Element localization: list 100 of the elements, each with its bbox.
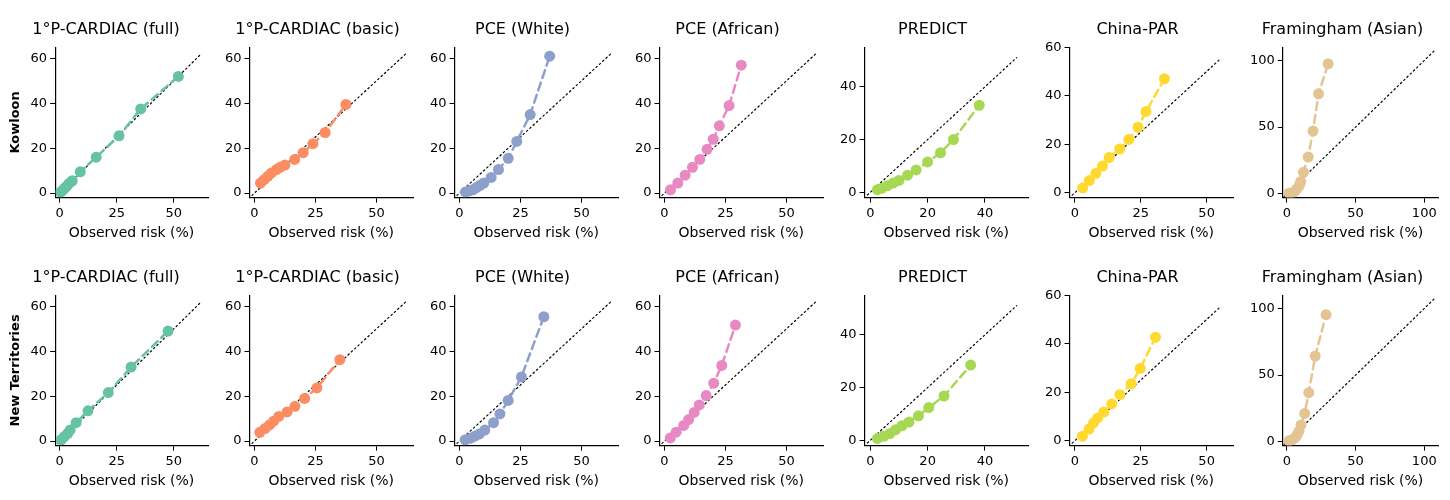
chart-title: 1°P-CARDIAC (basic): [235, 18, 400, 38]
x-tick-label: 50: [573, 452, 590, 468]
x-tick-label: 20: [919, 452, 936, 468]
y-axis-title: Kowloon: [7, 91, 23, 154]
y-tick-label: 20: [30, 387, 48, 403]
x-tick-label: 50: [165, 452, 183, 468]
x-axis-title: Observed risk (%): [1297, 224, 1424, 241]
x-tick-label: 25: [512, 204, 529, 220]
x-tick-label: 25: [512, 452, 529, 468]
y-tick-label: 60: [635, 297, 652, 313]
y-tick-label: 0: [1266, 432, 1275, 448]
y-tick-label: 50: [1258, 366, 1275, 382]
y-tick-label: 40: [30, 94, 48, 110]
y-tick-label: 20: [30, 139, 48, 155]
y-tick-label: 0: [848, 183, 857, 199]
x-tick-label: 50: [368, 452, 385, 468]
x-tick-label: 0: [660, 204, 669, 220]
y-tick-label: 60: [1045, 38, 1062, 54]
chart-title: PCE (African): [675, 266, 780, 286]
chart-title: Framingham (Asian): [1261, 266, 1424, 286]
y-tick-label: 0: [38, 184, 48, 200]
chart-title: PCE (White): [474, 18, 571, 38]
y-tick-label: 60: [1045, 286, 1062, 302]
x-tick-label: 50: [1198, 452, 1215, 468]
y-tick-label: 40: [1045, 87, 1062, 103]
x-tick-label: 0: [55, 204, 64, 220]
x-tick-label: 0: [1070, 452, 1079, 468]
y-tick-label: 20: [635, 139, 652, 155]
y-tick-label: 0: [643, 184, 652, 200]
x-axis-title: Observed risk (%): [1297, 472, 1424, 489]
x-tick-label: 25: [717, 452, 734, 468]
x-axis-title: Observed risk (%): [1088, 224, 1215, 241]
x-tick-label: 0: [250, 204, 259, 220]
x-tick-label: 100: [1411, 204, 1437, 220]
x-tick-label: 50: [165, 204, 183, 220]
x-axis-title: Observed risk (%): [883, 472, 1010, 489]
y-tick-label: 0: [643, 432, 652, 448]
x-axis-title: Observed risk (%): [678, 472, 805, 489]
x-axis-title: Observed risk (%): [883, 224, 1010, 241]
x-tick-label: 0: [1282, 452, 1292, 468]
y-tick-label: 0: [1266, 184, 1275, 200]
y-tick-label: 40: [635, 94, 652, 110]
y-tick-label: 0: [1053, 432, 1062, 448]
y-tick-label: 20: [1045, 383, 1062, 399]
chart-title: China-PAR: [1096, 266, 1179, 286]
y-tick-label: 0: [438, 432, 447, 448]
x-tick-label: 40: [976, 452, 994, 468]
x-axis-title: Observed risk (%): [473, 224, 600, 241]
x-tick-label: 50: [573, 204, 590, 220]
chart-title: PREDICT: [898, 18, 968, 38]
y-tick-label: 60: [225, 297, 242, 313]
y-axis-title: New Territories: [7, 314, 23, 427]
x-axis-title: Observed risk (%): [68, 224, 195, 241]
x-tick-label: 40: [976, 204, 994, 220]
x-tick-label: 0: [455, 204, 464, 220]
x-tick-label: 0: [455, 452, 464, 468]
y-tick-label: 60: [30, 297, 48, 313]
x-tick-label: 25: [108, 452, 126, 468]
y-tick-label: 20: [635, 387, 652, 403]
x-tick-label: 25: [1132, 204, 1149, 220]
chart-title: PCE (White): [474, 266, 571, 286]
x-tick-label: 100: [1411, 452, 1437, 468]
y-tick-label: 20: [1045, 135, 1062, 151]
chart-title: Framingham (Asian): [1261, 18, 1424, 38]
x-tick-label: 0: [1070, 204, 1079, 220]
y-tick-label: 0: [233, 184, 242, 200]
y-tick-label: 40: [225, 342, 242, 358]
x-tick-label: 25: [717, 204, 734, 220]
x-tick-label: 50: [1198, 204, 1215, 220]
y-tick-label: 60: [430, 49, 447, 65]
x-tick-label: 0: [250, 452, 259, 468]
y-tick-label: 50: [1258, 118, 1275, 134]
x-tick-label: 25: [108, 204, 126, 220]
x-tick-label: 50: [778, 204, 795, 220]
chart-title: 1°P-CARDIAC (basic): [235, 266, 400, 286]
x-axis-title: Observed risk (%): [268, 472, 395, 489]
x-tick-label: 25: [1132, 452, 1149, 468]
y-tick-label: 60: [430, 297, 447, 313]
chart-title: PREDICT: [898, 266, 968, 286]
chart-title: 1°P-CARDIAC (full): [32, 18, 180, 38]
y-tick-label: 0: [1053, 184, 1062, 200]
x-axis-title: Observed risk (%): [68, 472, 195, 489]
chart-title: 1°P-CARDIAC (full): [32, 266, 180, 286]
x-axis-title: Observed risk (%): [678, 224, 805, 241]
y-tick-label: 40: [1045, 335, 1062, 351]
y-tick-label: 20: [430, 387, 447, 403]
x-tick-label: 0: [55, 452, 64, 468]
y-tick-label: 40: [635, 342, 652, 358]
y-tick-label: 100: [1249, 51, 1275, 67]
x-tick-label: 0: [660, 452, 669, 468]
x-axis-title: Observed risk (%): [268, 224, 395, 241]
y-tick-label: 40: [840, 326, 857, 342]
x-tick-label: 25: [307, 204, 324, 220]
y-tick-label: 40: [840, 78, 857, 94]
x-tick-label: 25: [307, 452, 324, 468]
x-tick-label: 50: [778, 452, 795, 468]
y-tick-label: 20: [840, 378, 857, 394]
y-tick-label: 20: [430, 139, 447, 155]
chart-title: PCE (African): [675, 18, 780, 38]
y-tick-label: 100: [1249, 299, 1275, 315]
